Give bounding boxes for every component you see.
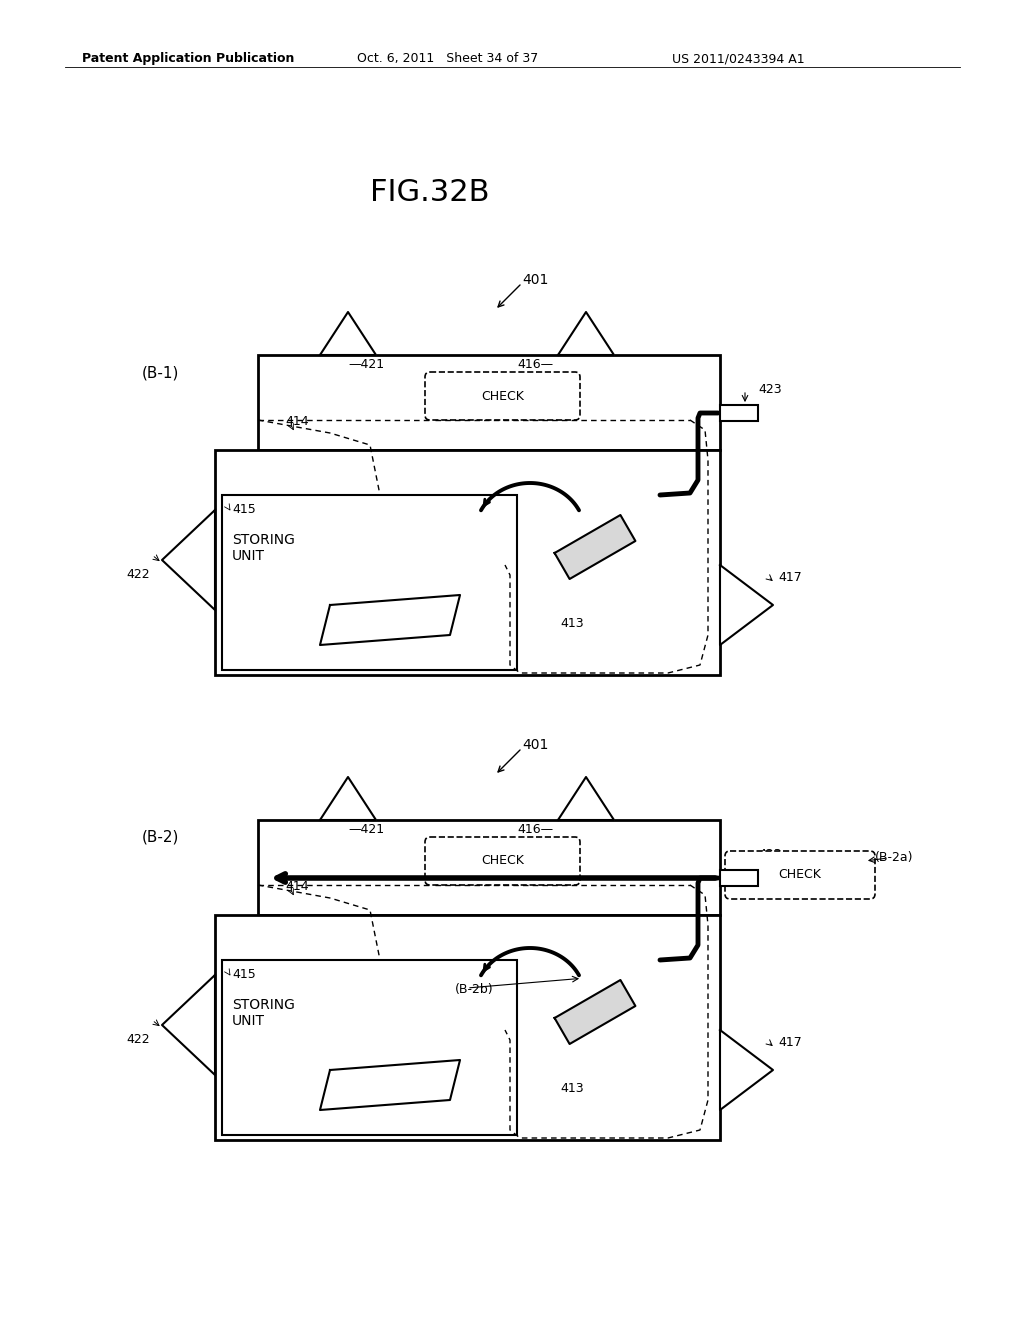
Polygon shape (558, 777, 614, 820)
Text: STORING
UNIT: STORING UNIT (232, 998, 295, 1028)
Polygon shape (319, 777, 376, 820)
Text: 415: 415 (232, 503, 256, 516)
Text: Patent Application Publication: Patent Application Publication (82, 51, 294, 65)
Text: Oct. 6, 2011   Sheet 34 of 37: Oct. 6, 2011 Sheet 34 of 37 (357, 51, 539, 65)
Text: 416—: 416— (518, 358, 554, 371)
Text: (B-2): (B-2) (142, 830, 179, 845)
Polygon shape (162, 975, 215, 1074)
Bar (258, 355, 720, 450)
Text: 415: 415 (232, 968, 256, 981)
FancyBboxPatch shape (425, 372, 580, 420)
Text: 417: 417 (778, 572, 802, 583)
Text: US 2011/0243394 A1: US 2011/0243394 A1 (672, 51, 805, 65)
Polygon shape (162, 510, 215, 610)
Polygon shape (720, 565, 773, 645)
Text: 414: 414 (285, 880, 308, 894)
Text: 414: 414 (285, 414, 308, 428)
Text: 401: 401 (522, 273, 549, 286)
Polygon shape (558, 312, 614, 355)
Bar (215, 915, 720, 1140)
Text: 423: 423 (758, 847, 781, 861)
Text: 423: 423 (758, 383, 781, 396)
Bar (222, 960, 517, 1135)
Polygon shape (319, 312, 376, 355)
Polygon shape (555, 515, 636, 579)
Text: CHECK: CHECK (369, 614, 412, 627)
Bar (720, 405, 758, 421)
Text: 413: 413 (560, 616, 584, 630)
Text: 416—: 416— (518, 822, 554, 836)
Polygon shape (319, 595, 460, 645)
Bar (258, 820, 720, 915)
Text: CHECK: CHECK (481, 389, 524, 403)
Polygon shape (319, 1060, 460, 1110)
Text: FIG.32B: FIG.32B (371, 178, 489, 207)
Text: 417: 417 (778, 1036, 802, 1049)
Text: (B-2b): (B-2b) (455, 983, 494, 997)
Text: CHECK: CHECK (481, 854, 524, 867)
Polygon shape (720, 1030, 773, 1110)
Text: CHECK: CHECK (369, 1078, 412, 1092)
Bar (222, 495, 517, 671)
Bar (215, 450, 720, 675)
Text: STORING
UNIT: STORING UNIT (232, 533, 295, 564)
Text: (B-1): (B-1) (142, 366, 179, 380)
Text: 413: 413 (560, 1082, 584, 1096)
FancyBboxPatch shape (425, 837, 580, 884)
Text: (B-2a): (B-2a) (874, 851, 913, 865)
Text: 422: 422 (126, 568, 150, 581)
Text: CHECK: CHECK (778, 869, 821, 882)
Text: —421: —421 (348, 358, 384, 371)
Text: 401: 401 (522, 738, 549, 752)
Bar (720, 870, 758, 886)
Polygon shape (555, 979, 636, 1044)
FancyBboxPatch shape (725, 851, 874, 899)
Text: 422: 422 (126, 1034, 150, 1045)
Text: —421: —421 (348, 822, 384, 836)
